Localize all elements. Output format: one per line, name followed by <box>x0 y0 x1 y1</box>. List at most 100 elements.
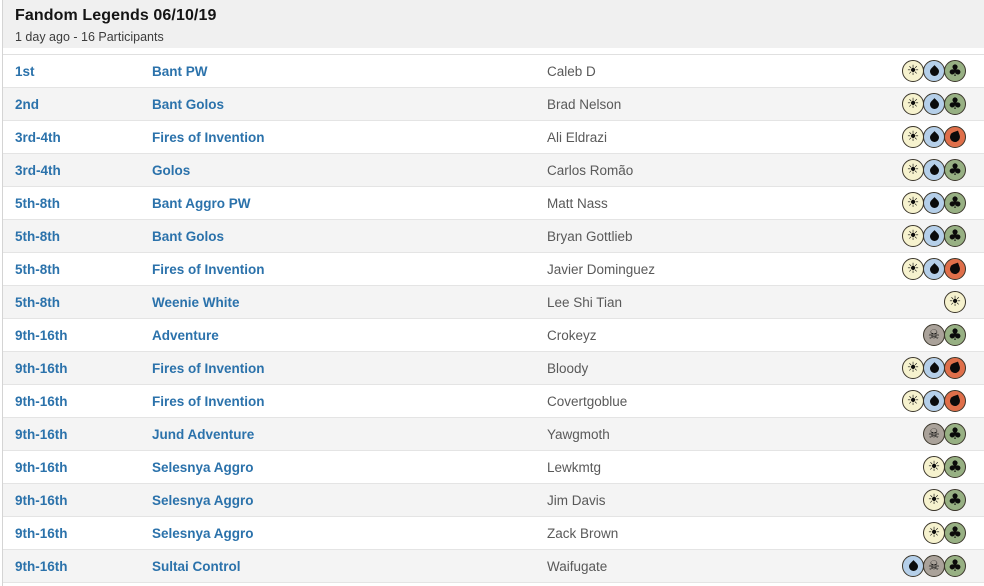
mana-icons: ☀ ♣ <box>902 60 984 82</box>
blue-mana-icon <box>923 225 945 247</box>
mana-icons: ☀ <box>902 390 984 412</box>
place-cell: 9th-16th <box>15 360 68 376</box>
player-name: Matt Nass <box>547 195 608 211</box>
table-row: 5th-8th Bant Golos Bryan Gottlieb ☀ ♣ <box>3 220 984 253</box>
table-row: 9th-16th Fires of Invention Covertgoblue… <box>3 385 984 418</box>
black-mana-icon: ☠ <box>923 324 945 346</box>
table-row: 9th-16th Selesnya Aggro Lewkmtg ☀ ♣ <box>3 451 984 484</box>
table-row: 9th-16th Fires of Invention Bloody ☀ <box>3 352 984 385</box>
deck-link[interactable]: Jund Adventure <box>152 426 255 442</box>
player-name: Ali Eldrazi <box>547 129 608 145</box>
table-row: 9th-16th Jund Adventure Yawgmoth ☠ ♣ <box>3 418 984 451</box>
deck-link[interactable]: Bant PW <box>152 63 208 79</box>
player-name: Covertgoblue <box>547 393 628 409</box>
deck-link[interactable]: Bant Golos <box>152 96 225 112</box>
deck-link[interactable]: Fires of Invention <box>152 261 265 277</box>
player-name: Carlos Romão <box>547 162 634 178</box>
white-mana-icon: ☀ <box>923 522 945 544</box>
deck-link[interactable]: Weenie White <box>152 294 240 310</box>
table-row: 9th-16th Sultai Control Waifugate ☠ ♣ <box>3 550 984 583</box>
mana-icons: ☀ ♣ <box>902 93 984 115</box>
results-table: 1st Bant PW Caleb D ☀ ♣ 2nd Bant Golos Br… <box>3 54 984 583</box>
player-name: Jim Davis <box>547 492 606 508</box>
table-row: 1st Bant PW Caleb D ☀ ♣ <box>3 55 984 88</box>
blue-mana-icon <box>923 126 945 148</box>
mana-icons: ☠ ♣ <box>923 423 984 445</box>
blue-mana-icon <box>923 357 945 379</box>
white-mana-icon: ☀ <box>923 489 945 511</box>
place-cell: 9th-16th <box>15 393 68 409</box>
table-row: 3rd-4th Fires of Invention Ali Eldrazi ☀ <box>3 121 984 154</box>
deck-link[interactable]: Adventure <box>152 327 219 343</box>
place-cell: 2nd <box>15 96 40 112</box>
green-mana-icon: ♣ <box>944 60 966 82</box>
player-name: Bryan Gottlieb <box>547 228 633 244</box>
place-cell: 3rd-4th <box>15 129 61 145</box>
player-name: Crokeyz <box>547 327 597 343</box>
green-mana-icon: ♣ <box>944 423 966 445</box>
mana-icons: ☀ ♣ <box>923 456 984 478</box>
table-row: 5th-8th Bant Aggro PW Matt Nass ☀ ♣ <box>3 187 984 220</box>
place-cell: 3rd-4th <box>15 162 61 178</box>
deck-link[interactable]: Sultai Control <box>152 558 241 574</box>
mana-icons: ☀ <box>902 258 984 280</box>
player-name: Bloody <box>547 360 589 376</box>
table-row: 9th-16th Selesnya Aggro Zack Brown ☀ ♣ <box>3 517 984 550</box>
green-mana-icon: ♣ <box>944 324 966 346</box>
player-name: Lewkmtg <box>547 459 602 475</box>
mana-icons: ☀ <box>944 291 984 313</box>
blue-mana-icon <box>923 192 945 214</box>
white-mana-icon: ☀ <box>902 192 924 214</box>
deck-link[interactable]: Golos <box>152 162 191 178</box>
red-mana-icon <box>944 258 966 280</box>
deck-link[interactable]: Fires of Invention <box>152 393 265 409</box>
place-cell: 5th-8th <box>15 228 60 244</box>
deck-link[interactable]: Selesnya Aggro <box>152 525 254 541</box>
mana-icons: ☀ <box>902 357 984 379</box>
white-mana-icon: ☀ <box>902 357 924 379</box>
white-mana-icon: ☀ <box>902 258 924 280</box>
player-name: Yawgmoth <box>547 426 610 442</box>
place-cell: 9th-16th <box>15 525 68 541</box>
table-row: 5th-8th Fires of Invention Javier Doming… <box>3 253 984 286</box>
white-mana-icon: ☀ <box>902 225 924 247</box>
deck-link[interactable]: Bant Aggro PW <box>152 195 251 211</box>
black-mana-icon: ☠ <box>923 555 945 577</box>
blue-mana-icon <box>923 390 945 412</box>
green-mana-icon: ♣ <box>944 522 966 544</box>
white-mana-icon: ☀ <box>902 60 924 82</box>
table-row: 5th-8th Weenie White Lee Shi Tian ☀ <box>3 286 984 319</box>
green-mana-icon: ♣ <box>944 489 966 511</box>
player-name: Waifugate <box>547 558 608 574</box>
place-cell: 1st <box>15 63 35 79</box>
deck-link[interactable]: Selesnya Aggro <box>152 459 254 475</box>
white-mana-icon: ☀ <box>902 93 924 115</box>
white-mana-icon: ☀ <box>902 159 924 181</box>
red-mana-icon <box>944 390 966 412</box>
black-mana-icon: ☠ <box>923 423 945 445</box>
red-mana-icon <box>944 357 966 379</box>
deck-link[interactable]: Selesnya Aggro <box>152 492 254 508</box>
blue-mana-icon <box>923 159 945 181</box>
deck-link[interactable]: Fires of Invention <box>152 360 265 376</box>
mana-icons: ☀ ♣ <box>923 489 984 511</box>
player-name: Zack Brown <box>547 525 619 541</box>
place-cell: 9th-16th <box>15 459 68 475</box>
blue-mana-icon <box>902 555 924 577</box>
deck-link[interactable]: Bant Golos <box>152 228 225 244</box>
place-cell: 5th-8th <box>15 261 60 277</box>
green-mana-icon: ♣ <box>944 159 966 181</box>
mana-icons: ☠ ♣ <box>902 555 984 577</box>
white-mana-icon: ☀ <box>902 390 924 412</box>
green-mana-icon: ♣ <box>944 456 966 478</box>
place-cell: 9th-16th <box>15 492 68 508</box>
table-row: 9th-16th Adventure Crokeyz ☠ ♣ <box>3 319 984 352</box>
place-cell: 5th-8th <box>15 195 60 211</box>
green-mana-icon: ♣ <box>944 192 966 214</box>
white-mana-icon: ☀ <box>902 126 924 148</box>
deck-link[interactable]: Fires of Invention <box>152 129 265 145</box>
green-mana-icon: ♣ <box>944 225 966 247</box>
mana-icons: ☀ ♣ <box>923 522 984 544</box>
place-cell: 9th-16th <box>15 327 68 343</box>
table-row: 3rd-4th Golos Carlos Romão ☀ ♣ <box>3 154 984 187</box>
